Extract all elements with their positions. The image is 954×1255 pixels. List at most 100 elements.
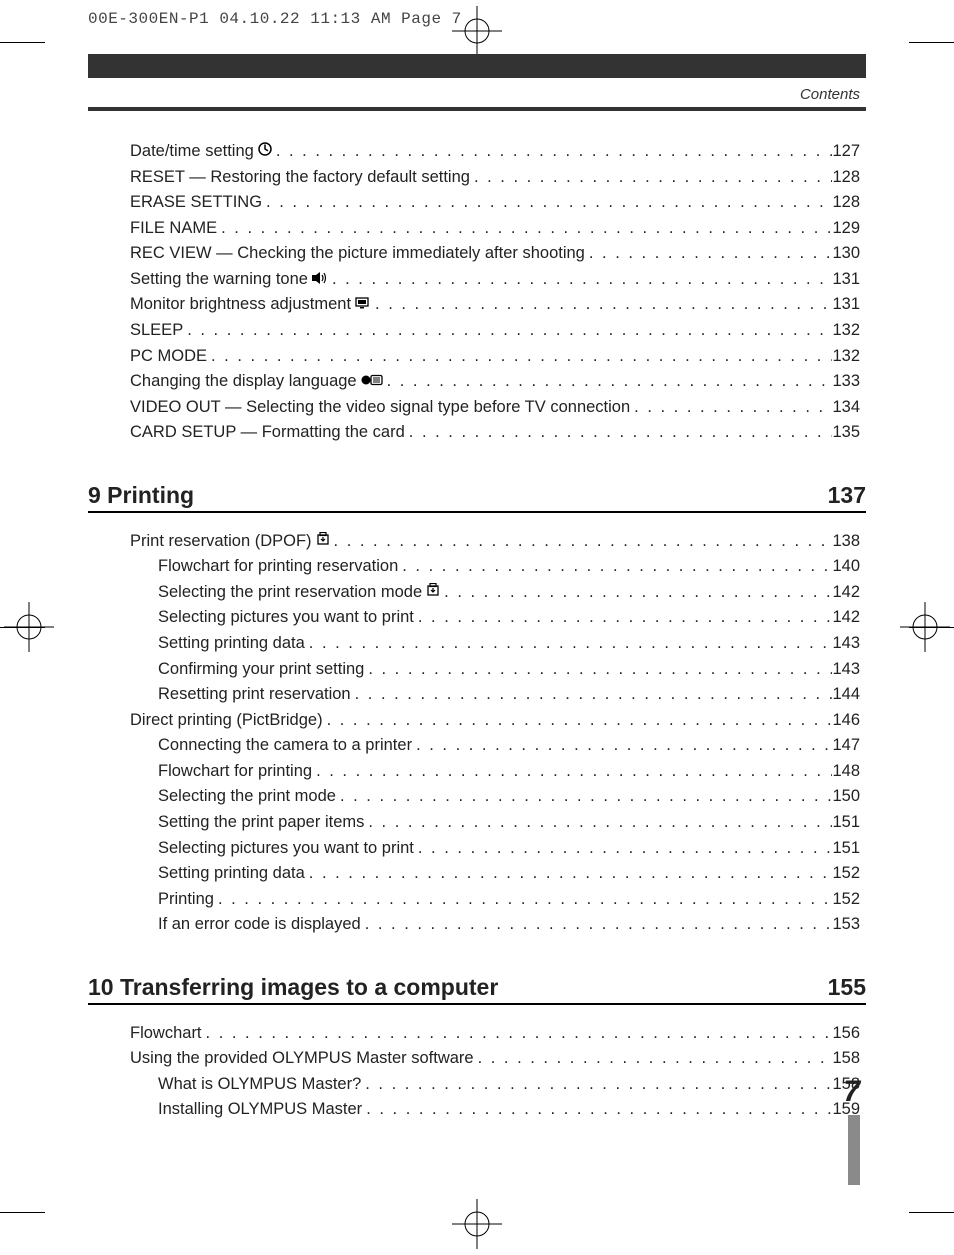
sound-icon <box>312 267 328 293</box>
toc-leader <box>305 631 833 657</box>
toc-section-heading: 9 Printing137 <box>88 482 866 513</box>
toc-continued-block: Date/time setting 127 RESET — Restoring th… <box>88 139 866 446</box>
lang-icon <box>361 369 383 395</box>
toc-entry-label: Direct printing (PictBridge) <box>130 708 323 734</box>
toc-entry: SLEEP132 <box>130 318 860 344</box>
toc-entry: Flowchart 156 <box>130 1021 860 1047</box>
toc-entry-label: PC MODE <box>130 344 207 370</box>
toc-entry: Connecting the camera to a printer147 <box>130 733 860 759</box>
toc-entry: Setting printing data 152 <box>130 861 860 887</box>
toc-entry-label: Selecting the print reservation mode <box>158 580 422 606</box>
toc-leader <box>414 605 833 631</box>
toc-leader <box>398 554 832 580</box>
toc-entry-label: Selecting pictures you want to print <box>158 836 414 862</box>
crop-mark <box>0 1212 45 1213</box>
toc-entry-page: 156 <box>832 1021 860 1047</box>
toc-entry-page: 138 <box>832 529 860 555</box>
toc-leader <box>362 1097 832 1123</box>
toc-entry-label: Flowchart for printing reservation <box>158 554 398 580</box>
toc-entry-label: Print reservation (DPOF) <box>130 529 312 555</box>
toc-entry-label: VIDEO OUT — Selecting the video signal t… <box>130 395 630 421</box>
toc-leader <box>330 529 833 555</box>
toc-entry: FILE NAME129 <box>130 216 860 242</box>
toc-entry: Using the provided OLYMPUS Master softwa… <box>130 1046 860 1072</box>
toc-section-items: Print reservation (DPOF)138Flowchart for… <box>88 529 866 938</box>
print-icon <box>316 529 330 555</box>
toc-entry: Print reservation (DPOF) 138 <box>130 529 860 555</box>
toc-entry-label: Setting the print paper items <box>158 810 364 836</box>
toc-entry-label: Flowchart <box>130 1021 202 1047</box>
toc-entry-label: Using the provided OLYMPUS Master softwa… <box>130 1046 474 1072</box>
toc-entry: Selecting pictures you want to print 151 <box>130 836 860 862</box>
toc-leader <box>214 887 833 913</box>
toc-entry-label: Selecting the print mode <box>158 784 336 810</box>
header-section-label: Contents <box>88 86 866 103</box>
toc-entry: Installing OLYMPUS Master159 <box>130 1097 860 1123</box>
toc-entry: Changing the display language 133 <box>130 369 860 395</box>
toc-entry-label: Date/time setting <box>130 139 254 165</box>
toc-entry-page: 133 <box>832 369 860 395</box>
toc-leader <box>323 708 833 734</box>
toc-leader <box>305 861 833 887</box>
header-black-bar <box>88 54 866 78</box>
toc-leader <box>262 190 832 216</box>
toc-entry-page: 148 <box>832 759 860 785</box>
toc-entry: Confirming your print setting143 <box>130 657 860 683</box>
toc-entry-page: 132 <box>832 318 860 344</box>
toc-entry-label: Changing the display language <box>130 369 357 395</box>
toc-leader <box>364 657 832 683</box>
toc-entry-label: RESET — Restoring the factory default se… <box>130 165 470 191</box>
toc-entry: CARD SETUP — Formatting the card135 <box>130 420 860 446</box>
header-rule <box>88 107 866 111</box>
toc-leader <box>470 165 833 191</box>
toc-leader <box>336 784 833 810</box>
toc-entry-label: Flowchart for printing <box>158 759 312 785</box>
crop-mark <box>909 42 954 43</box>
toc-entry-label: Monitor brightness adjustment <box>130 292 351 318</box>
toc-leader <box>183 318 832 344</box>
toc-entry-page: 151 <box>832 810 860 836</box>
registration-mark-right <box>900 602 950 657</box>
toc-entry-label: FILE NAME <box>130 216 217 242</box>
toc-entry: RESET — Restoring the factory default se… <box>130 165 860 191</box>
toc-entry-page: 142 <box>832 605 860 631</box>
toc-leader <box>414 836 833 862</box>
toc-entry-label: Setting the warning tone <box>130 267 308 293</box>
toc-entry-page: 152 <box>832 861 860 887</box>
toc-entry-label: Printing <box>158 887 214 913</box>
crop-mark <box>909 1212 954 1213</box>
toc-leader <box>364 810 832 836</box>
toc-leader <box>630 395 832 421</box>
toc-section-page: 155 <box>828 974 866 1001</box>
toc-leader <box>383 369 833 395</box>
registration-mark-left <box>4 602 54 657</box>
page-number: 7 <box>843 1075 860 1109</box>
toc-entry-page: 152 <box>832 887 860 913</box>
toc-leader <box>272 139 833 165</box>
toc-entry: ERASE SETTING128 <box>130 190 860 216</box>
toc-entry: Flowchart for printing reservation140 <box>130 554 860 580</box>
toc-leader <box>405 420 833 446</box>
toc-entry-label: If an error code is displayed <box>158 912 361 938</box>
toc-entry-page: 130 <box>832 241 860 267</box>
toc-entry-label: CARD SETUP — Formatting the card <box>130 420 405 446</box>
toc-entry-label: What is OLYMPUS Master? <box>158 1072 361 1098</box>
toc-entry: VIDEO OUT — Selecting the video signal t… <box>130 395 860 421</box>
toc-entry: REC VIEW — Checking the picture immediat… <box>130 241 860 267</box>
toc-entry-page: 143 <box>832 631 860 657</box>
page-body: Contents Date/time setting 127 RESET — Res… <box>88 42 866 1213</box>
toc-section-title: 10 Transferring images to a computer <box>88 974 828 1001</box>
toc-leader <box>328 267 833 293</box>
toc-entry-label: ERASE SETTING <box>130 190 262 216</box>
toc-entry: Monitor brightness adjustment131 <box>130 292 860 318</box>
toc-entry-page: 151 <box>832 836 860 862</box>
toc-entry-page: 134 <box>832 395 860 421</box>
toc-entry: Setting printing data143 <box>130 631 860 657</box>
toc-entry-page: 127 <box>832 139 860 165</box>
toc-leader <box>207 344 832 370</box>
toc-entry: Selecting pictures you want to print142 <box>130 605 860 631</box>
toc-leader <box>361 912 833 938</box>
toc-entry-page: 128 <box>832 165 860 191</box>
toc-entry-label: Setting printing data <box>158 861 305 887</box>
toc-entry-page: 158 <box>832 1046 860 1072</box>
